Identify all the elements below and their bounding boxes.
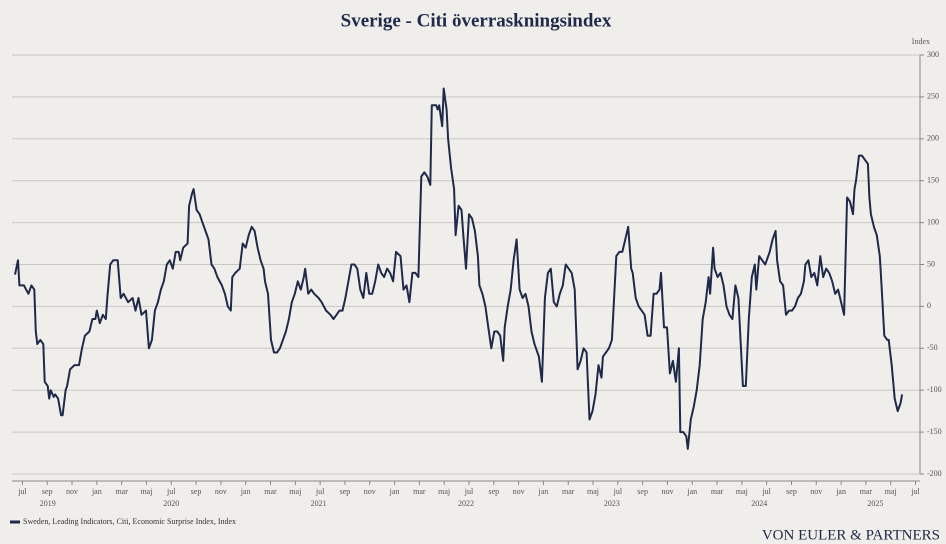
x-tick-label: sep [786,487,797,496]
x-tick-label: nov [810,487,822,496]
x-tick-label: nov [215,487,227,496]
x-tick-label: jul [613,487,623,496]
x-tick-label: jan [389,487,400,496]
y-tick-label: 150 [927,176,939,185]
x-tick-label: jul [910,487,920,496]
year-label: 2019 [40,499,56,508]
x-tick-label: jan [835,487,846,496]
y-tick-label: -150 [927,427,942,436]
x-tick-label: maj [438,487,450,496]
year-label: 2020 [163,499,179,508]
y-tick-label: -200 [927,469,942,478]
chart-title: Sverige - Citi överraskningsindex [341,10,612,31]
x-tick-label: maj [736,487,748,496]
x-tick-label: nov [66,487,78,496]
year-label: 2024 [751,499,767,508]
y-tick-label: 0 [927,301,931,310]
x-tick-label: jul [464,487,474,496]
x-tick-label: maj [140,487,152,496]
year-label: 2025 [867,499,883,508]
x-tick-label: nov [513,487,525,496]
x-tick-label: maj [289,487,301,496]
x-tick-label: jan [686,487,697,496]
y-tick-label: 300 [927,50,939,59]
year-label: 2021 [311,499,327,508]
x-tick-label: jul [315,487,325,496]
x-tick-label: mar [264,487,277,496]
year-label: 2023 [604,499,620,508]
y-tick-label: -50 [927,343,938,352]
y-tick-label: 200 [927,134,939,143]
y-tick-label: 250 [927,92,939,101]
x-tick-label: sep [191,487,202,496]
x-tick-label: maj [587,487,599,496]
x-tick-label: mar [413,487,426,496]
source: VON EULER & PARTNERS [762,527,940,543]
x-tick-label: sep [340,487,351,496]
x-tick-label: jan [91,487,102,496]
x-tick-label: maj [885,487,897,496]
y-tick-label: 50 [927,259,935,268]
x-tick-label: sep [488,487,499,496]
legend-label: Sweden, Leading Indicators, Citi, Econom… [23,517,236,526]
x-tick-label: jan [538,487,549,496]
x-tick-label: jul [166,487,176,496]
x-tick-label: jul [17,487,27,496]
x-tick-label: sep [42,487,53,496]
x-tick-label: mar [711,487,724,496]
x-tick-label: sep [637,487,648,496]
x-tick-label: mar [860,487,873,496]
x-tick-label: nov [661,487,673,496]
x-tick-label: jul [761,487,771,496]
x-tick-label: mar [562,487,575,496]
y-tick-label: 100 [927,217,939,226]
line-series [14,87,904,450]
year-label: 2022 [458,499,474,508]
y-tick-label: -100 [927,385,942,394]
x-tick-label: mar [115,487,128,496]
y-axis-label: Index [912,37,930,46]
x-tick-label: jan [240,487,251,496]
x-tick-label: nov [364,487,376,496]
